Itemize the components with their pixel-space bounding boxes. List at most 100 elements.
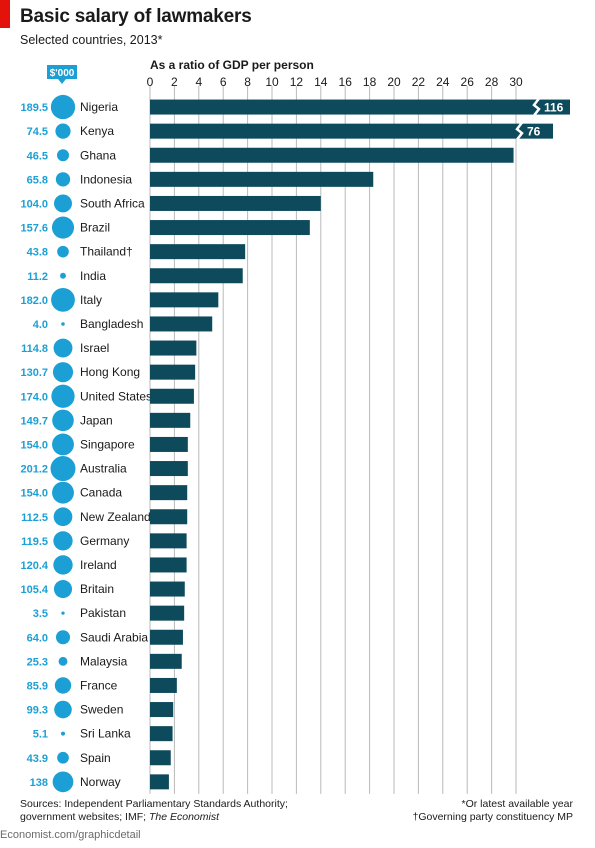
ratio-bar: [150, 388, 194, 404]
chart-title: Basic salary of lawmakers: [20, 6, 252, 27]
country-label: France: [80, 678, 118, 692]
ratio-bar: [150, 195, 321, 211]
salary-value-label: 157.6: [20, 223, 48, 235]
brand-red-tag: [0, 0, 10, 28]
ratio-bar: [150, 581, 185, 597]
country-label: Pakistan: [80, 606, 126, 620]
salary-value-label: 11.2: [27, 271, 48, 283]
salary-bubble: [56, 149, 70, 162]
country-label: Ghana: [80, 148, 116, 162]
salary-value-label: 4.0: [33, 319, 48, 331]
x-tick-label: 20: [387, 75, 401, 89]
salary-bubble: [52, 433, 74, 456]
salary-bubble: [55, 172, 71, 187]
salary-value-label: 85.9: [27, 680, 48, 692]
country-label: Spain: [80, 751, 111, 765]
salary-bubble: [54, 194, 72, 213]
ratio-bar: [150, 220, 310, 236]
ratio-bar: [150, 461, 188, 477]
country-label: Australia: [80, 462, 127, 476]
salary-value-label: 43.9: [27, 753, 48, 765]
country-label: Brazil: [80, 221, 110, 235]
country-label: Japan: [80, 413, 113, 427]
salary-value-label: 25.3: [27, 656, 48, 668]
sources-note: Sources: Independent Parliamentary Stand…: [20, 798, 320, 824]
x-tick-label: 30: [509, 75, 523, 89]
chart-subtitle: Selected countries, 2013*: [20, 33, 163, 47]
country-label: Britain: [80, 582, 114, 596]
ratio-bar: [150, 702, 174, 718]
sources-line-2: government websites; IMF; The Economist: [20, 811, 320, 824]
ratio-bar: [150, 99, 570, 115]
salary-value-label: 105.4: [20, 584, 48, 596]
salary-bubble: [52, 771, 74, 793]
bar-value-label: 76: [527, 125, 541, 139]
salary-bubble: [54, 677, 72, 694]
ratio-bar: [150, 726, 173, 742]
sources-line-1: Sources: Independent Parliamentary Stand…: [20, 798, 288, 810]
bar-value-label: 116: [544, 101, 564, 115]
ratio-bar: [150, 412, 191, 428]
sources-line-2-text: government websites; IMF;: [20, 811, 149, 823]
sources-economist: The Economist: [148, 811, 219, 823]
ratio-bar: [150, 750, 171, 766]
x-tick-label: 6: [220, 75, 227, 89]
country-label: Sweden: [80, 703, 123, 717]
country-label: Germany: [80, 534, 129, 548]
bar-break-mark: [532, 97, 541, 117]
bubble-legend-pointer: [58, 79, 66, 84]
ratio-bar: [150, 557, 187, 573]
salary-bubble: [53, 531, 73, 551]
salary-value-label: 112.5: [21, 512, 48, 524]
salary-bubble: [52, 362, 74, 383]
salary-bubble: [52, 481, 74, 504]
footnote-governing-party: †Governing party constituency MP: [412, 811, 574, 823]
x-tick-label: 22: [412, 75, 426, 89]
bubble-legend-label: $'000: [50, 68, 75, 79]
country-label: Canada: [80, 486, 122, 500]
salary-bubble: [61, 322, 65, 326]
salary-bubble: [50, 94, 76, 120]
salary-bubble: [51, 216, 75, 239]
country-label: Saudi Arabia: [80, 630, 148, 644]
salary-value-label: 138: [30, 777, 48, 789]
salary-value-label: 114.8: [21, 343, 48, 355]
country-label: Norway: [80, 775, 121, 789]
country-label: India: [80, 269, 106, 283]
salary-bubble: [55, 123, 71, 139]
country-label: Thailand†: [80, 245, 133, 259]
salary-bubble: [60, 272, 66, 279]
salary-value-label: 104.0: [20, 198, 48, 210]
ratio-bar: [150, 605, 185, 621]
footnotes: *Or latest available year †Governing par…: [333, 798, 574, 824]
credit-link[interactable]: Economist.com/graphicdetail: [0, 829, 141, 841]
salary-value-label: 43.8: [27, 247, 48, 259]
x-tick-label: 4: [195, 75, 202, 89]
salary-value-label: 120.4: [20, 560, 48, 572]
salary-bubble: [58, 656, 68, 666]
salary-value-label: 154.0: [20, 488, 48, 500]
salary-value-label: 64.0: [27, 632, 48, 644]
ratio-bar: [150, 653, 182, 669]
ratio-bar: [150, 171, 374, 187]
ratio-bar: [150, 364, 196, 380]
ratio-bar: [150, 677, 177, 693]
country-label: Italy: [80, 293, 102, 307]
salary-bubble: [53, 580, 73, 599]
country-label: Kenya: [80, 124, 114, 138]
salary-bubble: [61, 731, 65, 736]
x-tick-label: 24: [436, 75, 450, 89]
salary-value-label: 3.5: [33, 608, 48, 620]
x-tick-label: 18: [363, 75, 377, 89]
country-label: Hong Kong: [80, 365, 140, 379]
bubble-legend-box: [47, 65, 77, 79]
salary-bubble: [57, 751, 69, 764]
ratio-bar: [150, 436, 188, 452]
country-label: Bangladesh: [80, 317, 143, 331]
ratio-bar: [150, 485, 188, 501]
ratio-bar: [150, 340, 197, 356]
salary-value-label: 99.3: [27, 705, 48, 717]
ratio-bar: [150, 316, 213, 332]
salary-value-label: 201.2: [20, 464, 48, 476]
ratio-bar: [150, 509, 188, 525]
